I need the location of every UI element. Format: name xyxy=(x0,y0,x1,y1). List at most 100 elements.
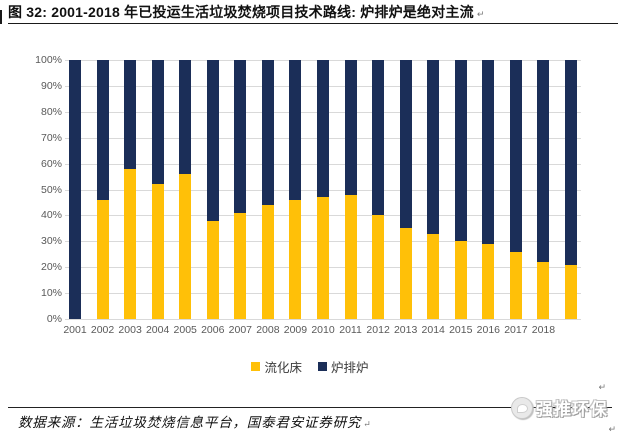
bar-segment-炉排炉 xyxy=(537,60,550,263)
x-axis-tick-label: 2013 xyxy=(393,324,418,336)
bar-segment-流化床 xyxy=(537,262,550,319)
bar-segment-炉排炉 xyxy=(427,60,440,234)
bar-2013 xyxy=(399,60,412,319)
bar-2004 xyxy=(151,60,164,319)
x-axis-tick-label: 2010 xyxy=(311,324,335,336)
y-axis-tick-label: 0% xyxy=(46,313,62,325)
bar-segment-流化床 xyxy=(427,233,440,319)
y-axis-tick-label: 40% xyxy=(40,209,62,222)
x-axis-tick-label: 2017 xyxy=(504,324,528,336)
footer-divider xyxy=(8,407,612,408)
bar-segment-流化床 xyxy=(151,184,164,319)
x-axis-tick-label: 2005 xyxy=(173,324,197,336)
bar-segment-流化床 xyxy=(124,168,137,319)
data-source-note: 数据来源：生活垃圾焚烧信息平台，国泰君安证券研究 ↵ xyxy=(18,411,372,431)
paragraph-return-icon: ↵ xyxy=(598,382,606,392)
bar-segment-流化床 xyxy=(234,212,247,319)
bar-2005 xyxy=(179,60,192,319)
bar-2003 xyxy=(124,60,137,319)
plot-area xyxy=(65,60,581,320)
paragraph-return-icon: ↵ xyxy=(476,9,485,19)
legend-swatch-icon xyxy=(251,362,261,371)
x-axis-tick-label: 2006 xyxy=(201,324,225,336)
bar-2017 xyxy=(509,60,522,319)
x-axis-tick-label: 2012 xyxy=(366,324,390,336)
bar-segment-炉排炉 xyxy=(234,60,247,213)
bar-unlabeled xyxy=(565,60,577,319)
bar-2001 xyxy=(69,60,81,319)
bar-segment-流化床 xyxy=(399,228,412,319)
bar-segment-炉排炉 xyxy=(344,60,357,195)
x-axis-tick-label: 2011 xyxy=(339,324,362,336)
legend-item-流化床: 流化床 xyxy=(251,357,302,376)
bar-segment-流化床 xyxy=(482,243,495,319)
bar-segment-流化床 xyxy=(454,241,467,319)
bar-segment-流化床 xyxy=(96,199,109,319)
bar-2012 xyxy=(372,60,385,319)
paragraph-return-icon: ↵ xyxy=(608,424,616,434)
bar-segment-炉排炉 xyxy=(96,60,109,200)
bar-2010 xyxy=(317,60,329,319)
x-axis-tick-label: 2016 xyxy=(476,324,500,336)
gridline-0 xyxy=(65,319,581,320)
legend-item-炉排炉: 炉排炉 xyxy=(318,357,369,376)
x-axis-tick-label: 2009 xyxy=(283,324,308,336)
bar-segment-流化床 xyxy=(179,173,192,319)
y-axis-tick-label: 50% xyxy=(40,183,62,196)
x-axis-tick-label: 2004 xyxy=(145,324,170,336)
table-border-fragment xyxy=(0,10,2,24)
bar-segment-炉排炉 xyxy=(372,60,385,216)
figure-title: 图 32: 2001-2018 年已投运生活垃圾焚烧项目技术路线: 炉排炉是绝对… xyxy=(8,2,608,22)
bar-2014 xyxy=(427,60,440,319)
bar-segment-流化床 xyxy=(372,215,385,319)
bar-segment-炉排炉 xyxy=(151,60,164,185)
bar-segment-炉排炉 xyxy=(399,60,412,229)
bar-segment-流化床 xyxy=(261,205,274,319)
y-axis-tick-label: 30% xyxy=(40,235,62,248)
paragraph-return-icon: ↵ xyxy=(363,419,372,429)
bar-segment-炉排炉 xyxy=(565,60,577,265)
bar-2006 xyxy=(206,60,219,319)
x-axis-tick-label: 2018 xyxy=(531,324,556,336)
bar-segment-流化床 xyxy=(317,197,329,319)
x-axis-tick-label: 2014 xyxy=(421,324,445,336)
bar-segment-炉排炉 xyxy=(261,60,274,206)
legend-label: 流化床 xyxy=(264,361,302,375)
y-axis-tick-label: 90% xyxy=(40,79,62,92)
x-axis-tick-label: 2007 xyxy=(228,324,252,336)
bar-2018 xyxy=(537,60,550,319)
bar-segment-炉排炉 xyxy=(124,60,137,169)
y-axis-tick-label: 70% xyxy=(40,131,62,144)
bar-2016 xyxy=(482,60,495,319)
legend-swatch-icon xyxy=(318,362,327,371)
y-axis-tick-label: 100% xyxy=(35,54,62,66)
y-axis-tick-label: 60% xyxy=(40,157,62,170)
megaphone-icon xyxy=(511,396,533,419)
bar-segment-流化床 xyxy=(565,264,577,319)
y-axis-tick-label: 80% xyxy=(40,105,62,118)
y-axis-tick-label: 10% xyxy=(40,287,62,300)
x-axis-tick-label: 2008 xyxy=(256,324,280,336)
x-axis-tick-label: 2015 xyxy=(449,324,473,336)
bar-segment-流化床 xyxy=(509,251,522,319)
bar-2007 xyxy=(234,60,247,319)
bar-segment-炉排炉 xyxy=(206,60,219,221)
bar-2015 xyxy=(454,60,467,319)
legend-label: 炉排炉 xyxy=(331,361,369,375)
bar-segment-炉排炉 xyxy=(454,60,467,242)
x-axis-tick-label: 2003 xyxy=(118,324,142,336)
bar-segment-流化床 xyxy=(289,199,302,319)
bar-2009 xyxy=(289,60,302,319)
chart-legend: 流化床 炉排炉 xyxy=(0,357,620,376)
bar-segment-炉排炉 xyxy=(482,60,495,244)
bar-segment-炉排炉 xyxy=(509,60,522,252)
y-axis-tick-label: 20% xyxy=(40,261,62,274)
bar-segment-炉排炉 xyxy=(317,60,329,198)
x-axis-tick-label: 2001 xyxy=(63,324,87,336)
title-divider xyxy=(8,23,618,24)
figure-title-text: 图 32: 2001-2018 年已投运生活垃圾焚烧项目技术路线: 炉排炉是绝对… xyxy=(8,4,474,20)
data-source-text: 数据来源：生活垃圾焚烧信息平台，国泰君安证券研究 xyxy=(18,415,362,430)
bar-2002 xyxy=(96,60,109,319)
bar-segment-炉排炉 xyxy=(69,60,81,319)
